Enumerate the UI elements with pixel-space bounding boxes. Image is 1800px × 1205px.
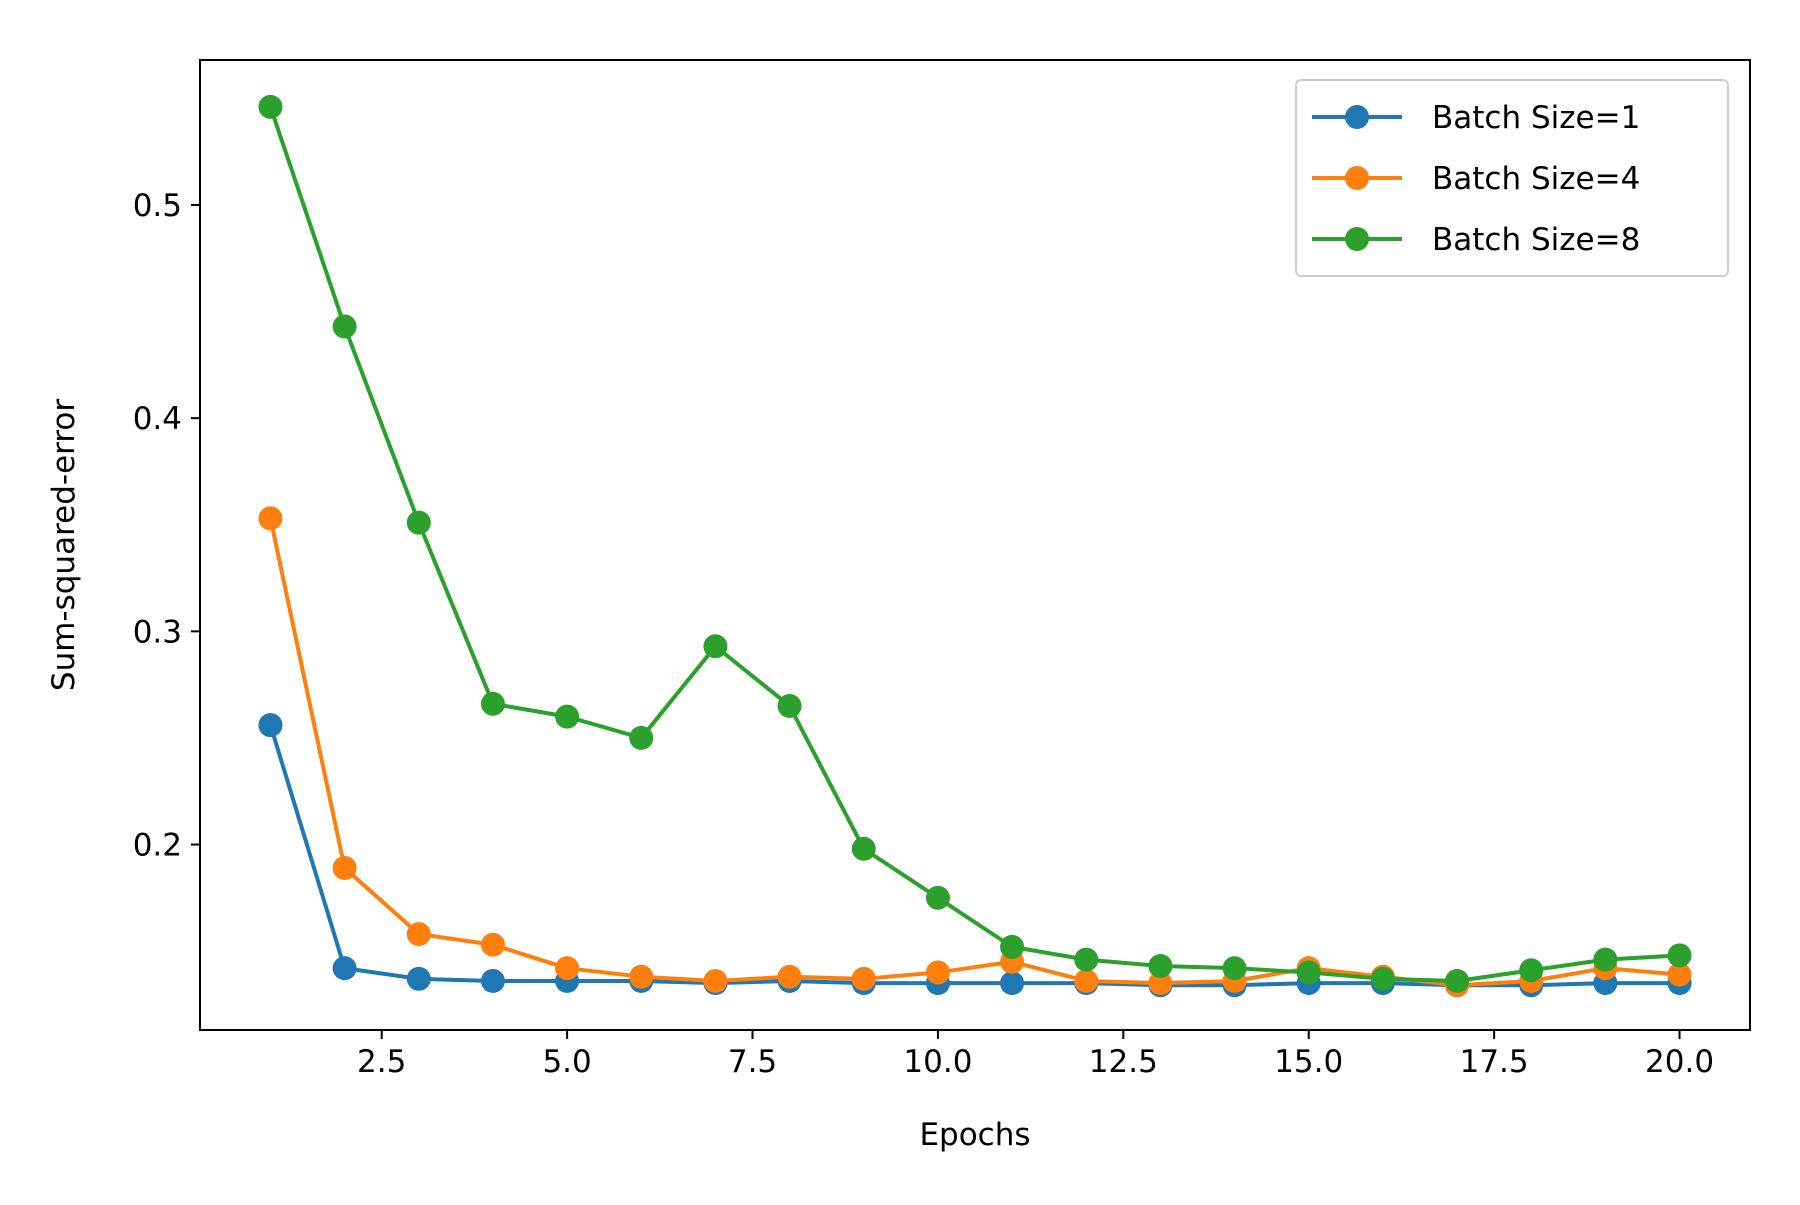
data-point: [406, 510, 431, 535]
series-3: [258, 94, 1692, 993]
y-tick-label: 0.2: [133, 828, 182, 864]
data-point: [332, 855, 357, 880]
data-point: [406, 966, 431, 991]
data-point: [480, 691, 505, 716]
data-point: [258, 713, 283, 738]
y-axis-label: Sum-squared-error: [46, 399, 82, 691]
data-point: [1148, 971, 1173, 996]
data-point: [925, 960, 950, 985]
data-point: [703, 968, 728, 993]
data-point: [629, 725, 654, 750]
data-point: [777, 693, 802, 718]
legend-marker: [1345, 105, 1369, 129]
legend-entry: Batch Size=4: [1312, 161, 1640, 197]
x-axis: 2.5 5.0 7.5 10.0 12.5 15.0 17.5 20.0: [357, 1030, 1714, 1080]
data-point: [555, 956, 580, 981]
legend: Batch Size=1 Batch Size=4 Batch Size=8: [1295, 79, 1729, 277]
data-point: [777, 964, 802, 989]
series-line: [268, 106, 1680, 983]
data-point: [851, 966, 876, 991]
plot-frame: [199, 59, 1751, 1031]
legend-box: [1295, 79, 1729, 277]
data-point: [332, 314, 357, 339]
data-point: [1000, 971, 1025, 996]
data-point: [332, 956, 357, 981]
x-tick-label: 2.5: [357, 1044, 406, 1080]
data-point: [258, 506, 283, 531]
legend-entry: Batch Size=8: [1312, 222, 1640, 258]
x-tick-label: 17.5: [1460, 1044, 1529, 1080]
data-point: [925, 885, 950, 910]
y-tick-label: 0.3: [133, 614, 182, 650]
x-tick-label: 12.5: [1089, 1044, 1158, 1080]
x-axis-label: Epochs: [919, 1117, 1030, 1153]
data-point: [406, 922, 431, 947]
series-2: [258, 506, 1692, 998]
x-tick-label: 10.0: [903, 1044, 972, 1080]
data-point: [851, 836, 876, 861]
x-tick-label: 7.5: [728, 1044, 777, 1080]
legend-entry: Batch Size=1: [1312, 100, 1640, 136]
y-tick-label: 0.5: [133, 188, 182, 224]
data-point: [555, 704, 580, 729]
legend-label: Batch Size=1: [1432, 100, 1640, 136]
data-point: [1667, 943, 1692, 968]
x-tick-label: 5.0: [542, 1044, 591, 1080]
data-point: [1667, 962, 1692, 987]
data-point: [258, 94, 283, 119]
data-point: [1519, 958, 1544, 983]
legend-marker: [1345, 227, 1369, 251]
data-point: [1296, 960, 1321, 985]
data-point: [1593, 947, 1618, 972]
data-point: [703, 634, 728, 659]
data-point: [1000, 934, 1025, 959]
legend-label: Batch Size=8: [1432, 222, 1640, 258]
data-point: [1445, 968, 1470, 993]
x-tick-label: 20.0: [1645, 1044, 1714, 1080]
data-point: [629, 964, 654, 989]
data-point: [480, 932, 505, 957]
series-line: [268, 517, 1680, 988]
y-axis: 0.2 0.3 0.4 0.5: [133, 188, 200, 864]
legend-label: Batch Size=4: [1432, 161, 1640, 197]
legend-marker: [1345, 166, 1369, 190]
data-point: [480, 968, 505, 993]
data-point: [1222, 956, 1247, 981]
data-point: [1074, 947, 1099, 972]
y-tick-label: 0.4: [133, 401, 182, 437]
data-point: [1148, 954, 1173, 979]
data-point: [1074, 968, 1099, 993]
plot-area: [258, 94, 1692, 998]
data-point: [1370, 966, 1395, 991]
x-tick-label: 15.0: [1274, 1044, 1343, 1080]
